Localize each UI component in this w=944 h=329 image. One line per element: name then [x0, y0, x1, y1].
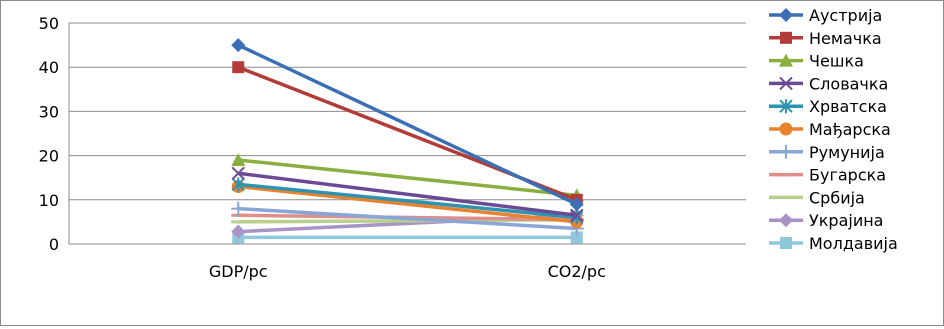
legend-marker: [780, 31, 792, 44]
legend-label: Бугарска: [809, 166, 886, 185]
data-point: [231, 201, 246, 216]
legend-marker: [779, 144, 793, 159]
series: [231, 177, 584, 225]
data-point: [231, 224, 246, 239]
series: [232, 231, 583, 244]
series-line: [237, 43, 578, 206]
series: [231, 166, 584, 222]
series-line: [238, 182, 577, 220]
legend-label: Словачка: [809, 74, 888, 93]
series-line: [238, 184, 577, 224]
legend-item: Немачка: [769, 29, 882, 48]
y-tick-label: 40: [39, 58, 59, 77]
legend-item: Украјина: [769, 211, 883, 230]
data-point: [231, 153, 246, 167]
legend-label: Мађарска: [809, 120, 891, 139]
data-point: [570, 208, 584, 222]
data-point: [231, 38, 246, 53]
legend-label: Србија: [809, 188, 865, 207]
series: [231, 38, 584, 212]
y-tick-label: 10: [39, 191, 59, 210]
legend-label: Немачка: [809, 29, 882, 48]
legend-marker: [779, 99, 793, 114]
legend-item: Мађарска: [769, 120, 891, 139]
series-line: [238, 158, 577, 198]
legend-label: Молдавија: [809, 234, 898, 253]
data-point: [231, 177, 245, 192]
series-line: [238, 206, 577, 231]
legend-item: Чешка: [769, 52, 864, 71]
y-tick-label: 50: [39, 14, 59, 33]
legend-item: Хрватска: [769, 97, 887, 116]
x-tick-label: GDP/pc: [209, 262, 268, 281]
legend-label: Аустрија: [809, 6, 882, 25]
series-line: [238, 171, 577, 218]
legend-item: Србија: [769, 188, 865, 207]
legend-item: Словачка: [769, 74, 888, 93]
legend-item: Аустрија: [769, 6, 882, 25]
legend-marker: [780, 237, 792, 249]
legend-marker: [779, 76, 793, 91]
legend-marker: [779, 53, 793, 67]
x-tick-label: CO2/pc: [548, 262, 606, 281]
data-point: [569, 197, 584, 212]
y-tick-label: 0: [49, 235, 59, 254]
legend-label: Румунија: [809, 143, 885, 162]
legend-label: Хрватска: [809, 97, 887, 116]
data-point: [570, 231, 583, 244]
legend-item: Румунија: [769, 143, 885, 162]
legend-marker: [779, 122, 793, 136]
series-group: [231, 38, 584, 244]
legend-item: Молдавија: [769, 234, 898, 253]
legend: Аустрија Немачка Чешка Словачка Хрватска Мађа…: [769, 6, 898, 253]
y-tick-label: 30: [39, 102, 59, 121]
y-tick-label: 20: [39, 147, 59, 166]
legend-label: Украјина: [809, 211, 883, 230]
legend-marker: [779, 213, 793, 228]
legend-marker: [779, 8, 793, 22]
legend-label: Чешка: [809, 52, 864, 71]
data-point: [231, 166, 245, 180]
legend-item: Бугарска: [769, 166, 886, 185]
data-point: [232, 61, 245, 74]
